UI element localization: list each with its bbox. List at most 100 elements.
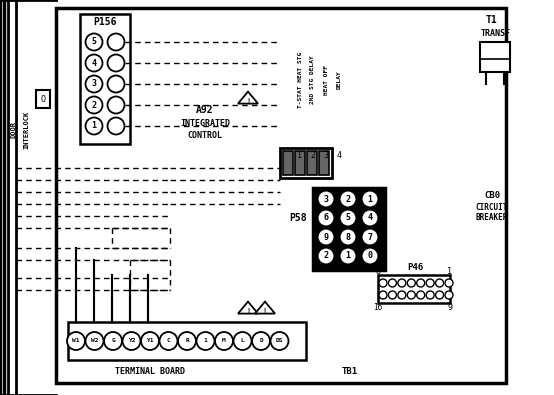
Bar: [319, 151, 329, 175]
Text: 1: 1: [346, 252, 351, 260]
Circle shape: [435, 291, 444, 299]
Text: 6: 6: [324, 214, 329, 222]
Text: !: !: [263, 308, 267, 314]
Text: INTEGRATED: INTEGRATED: [180, 120, 230, 128]
Text: TERMINAL BOARD: TERMINAL BOARD: [115, 367, 185, 376]
Polygon shape: [238, 302, 258, 314]
Circle shape: [362, 190, 378, 207]
Circle shape: [317, 228, 335, 246]
Circle shape: [317, 248, 335, 265]
Text: BREAKER: BREAKER: [476, 214, 508, 222]
Text: D: D: [259, 339, 263, 344]
Text: O: O: [40, 94, 45, 103]
Text: P156: P156: [93, 17, 117, 27]
Circle shape: [178, 332, 196, 350]
Text: !: !: [246, 308, 250, 314]
Circle shape: [107, 117, 125, 135]
Text: T1: T1: [486, 15, 498, 25]
Circle shape: [197, 332, 214, 350]
Text: 5: 5: [91, 38, 96, 47]
Circle shape: [85, 34, 102, 51]
Circle shape: [435, 279, 444, 287]
Text: Y1: Y1: [146, 339, 154, 344]
Polygon shape: [255, 302, 275, 314]
Text: 8: 8: [376, 267, 381, 276]
Circle shape: [445, 291, 453, 299]
Text: DELAY: DELAY: [336, 71, 341, 89]
Text: 8: 8: [346, 233, 351, 241]
Text: 4: 4: [336, 150, 341, 160]
Circle shape: [85, 332, 104, 350]
Text: 2: 2: [91, 100, 96, 109]
Bar: [280, 148, 332, 178]
Text: 1: 1: [297, 150, 302, 160]
Circle shape: [160, 332, 177, 350]
Circle shape: [417, 291, 425, 299]
Bar: [307, 151, 317, 175]
Circle shape: [362, 228, 378, 246]
Circle shape: [85, 96, 102, 113]
Circle shape: [362, 209, 378, 226]
Circle shape: [317, 190, 335, 207]
Text: INTERLOCK: INTERLOCK: [23, 111, 29, 149]
Bar: [295, 151, 305, 175]
Circle shape: [85, 55, 102, 71]
Text: 2: 2: [310, 150, 315, 160]
Bar: [480, 42, 510, 72]
Circle shape: [252, 332, 270, 350]
Circle shape: [317, 209, 335, 226]
Circle shape: [107, 96, 125, 113]
Text: 7: 7: [367, 233, 372, 241]
Circle shape: [85, 117, 102, 135]
Text: 1: 1: [204, 339, 207, 344]
Text: 5: 5: [346, 214, 351, 222]
Circle shape: [340, 248, 357, 265]
Text: CIRCUIT: CIRCUIT: [476, 203, 508, 211]
Text: TRANSF: TRANSF: [481, 28, 511, 38]
Text: P58: P58: [289, 213, 307, 223]
Circle shape: [379, 279, 387, 287]
Circle shape: [388, 291, 397, 299]
Text: Y2: Y2: [128, 339, 135, 344]
Text: 3: 3: [324, 194, 329, 203]
Text: 4: 4: [367, 214, 372, 222]
Circle shape: [426, 279, 434, 287]
Bar: [68, 322, 306, 360]
Circle shape: [270, 332, 289, 350]
Circle shape: [233, 332, 252, 350]
Text: 2: 2: [346, 194, 351, 203]
Text: M: M: [222, 339, 226, 344]
Circle shape: [388, 279, 397, 287]
Circle shape: [141, 332, 159, 350]
Text: DOOR: DOOR: [11, 122, 17, 139]
Text: 1: 1: [91, 122, 96, 130]
Text: 0: 0: [367, 252, 372, 260]
Polygon shape: [238, 92, 258, 103]
Circle shape: [426, 291, 434, 299]
Bar: [313, 188, 385, 270]
Circle shape: [122, 332, 141, 350]
Circle shape: [398, 291, 406, 299]
Text: P46: P46: [407, 263, 423, 273]
Circle shape: [417, 279, 425, 287]
Text: 4: 4: [91, 58, 96, 68]
Circle shape: [340, 190, 357, 207]
Text: CONTROL: CONTROL: [187, 132, 223, 141]
Bar: [80, 14, 130, 144]
Text: 3: 3: [324, 150, 329, 160]
Text: TB1: TB1: [342, 367, 358, 376]
Text: 9: 9: [448, 303, 453, 312]
Text: R: R: [185, 339, 189, 344]
Circle shape: [107, 75, 125, 92]
Text: HEAT OFF: HEAT OFF: [324, 65, 329, 95]
Circle shape: [340, 228, 357, 246]
Circle shape: [107, 34, 125, 51]
Circle shape: [67, 332, 85, 350]
Circle shape: [215, 332, 233, 350]
Text: 1: 1: [448, 267, 453, 276]
Circle shape: [104, 332, 122, 350]
Text: 2ND STG DELAY: 2ND STG DELAY: [310, 56, 315, 104]
Circle shape: [445, 279, 453, 287]
Circle shape: [85, 75, 102, 92]
Text: !: !: [246, 98, 250, 103]
